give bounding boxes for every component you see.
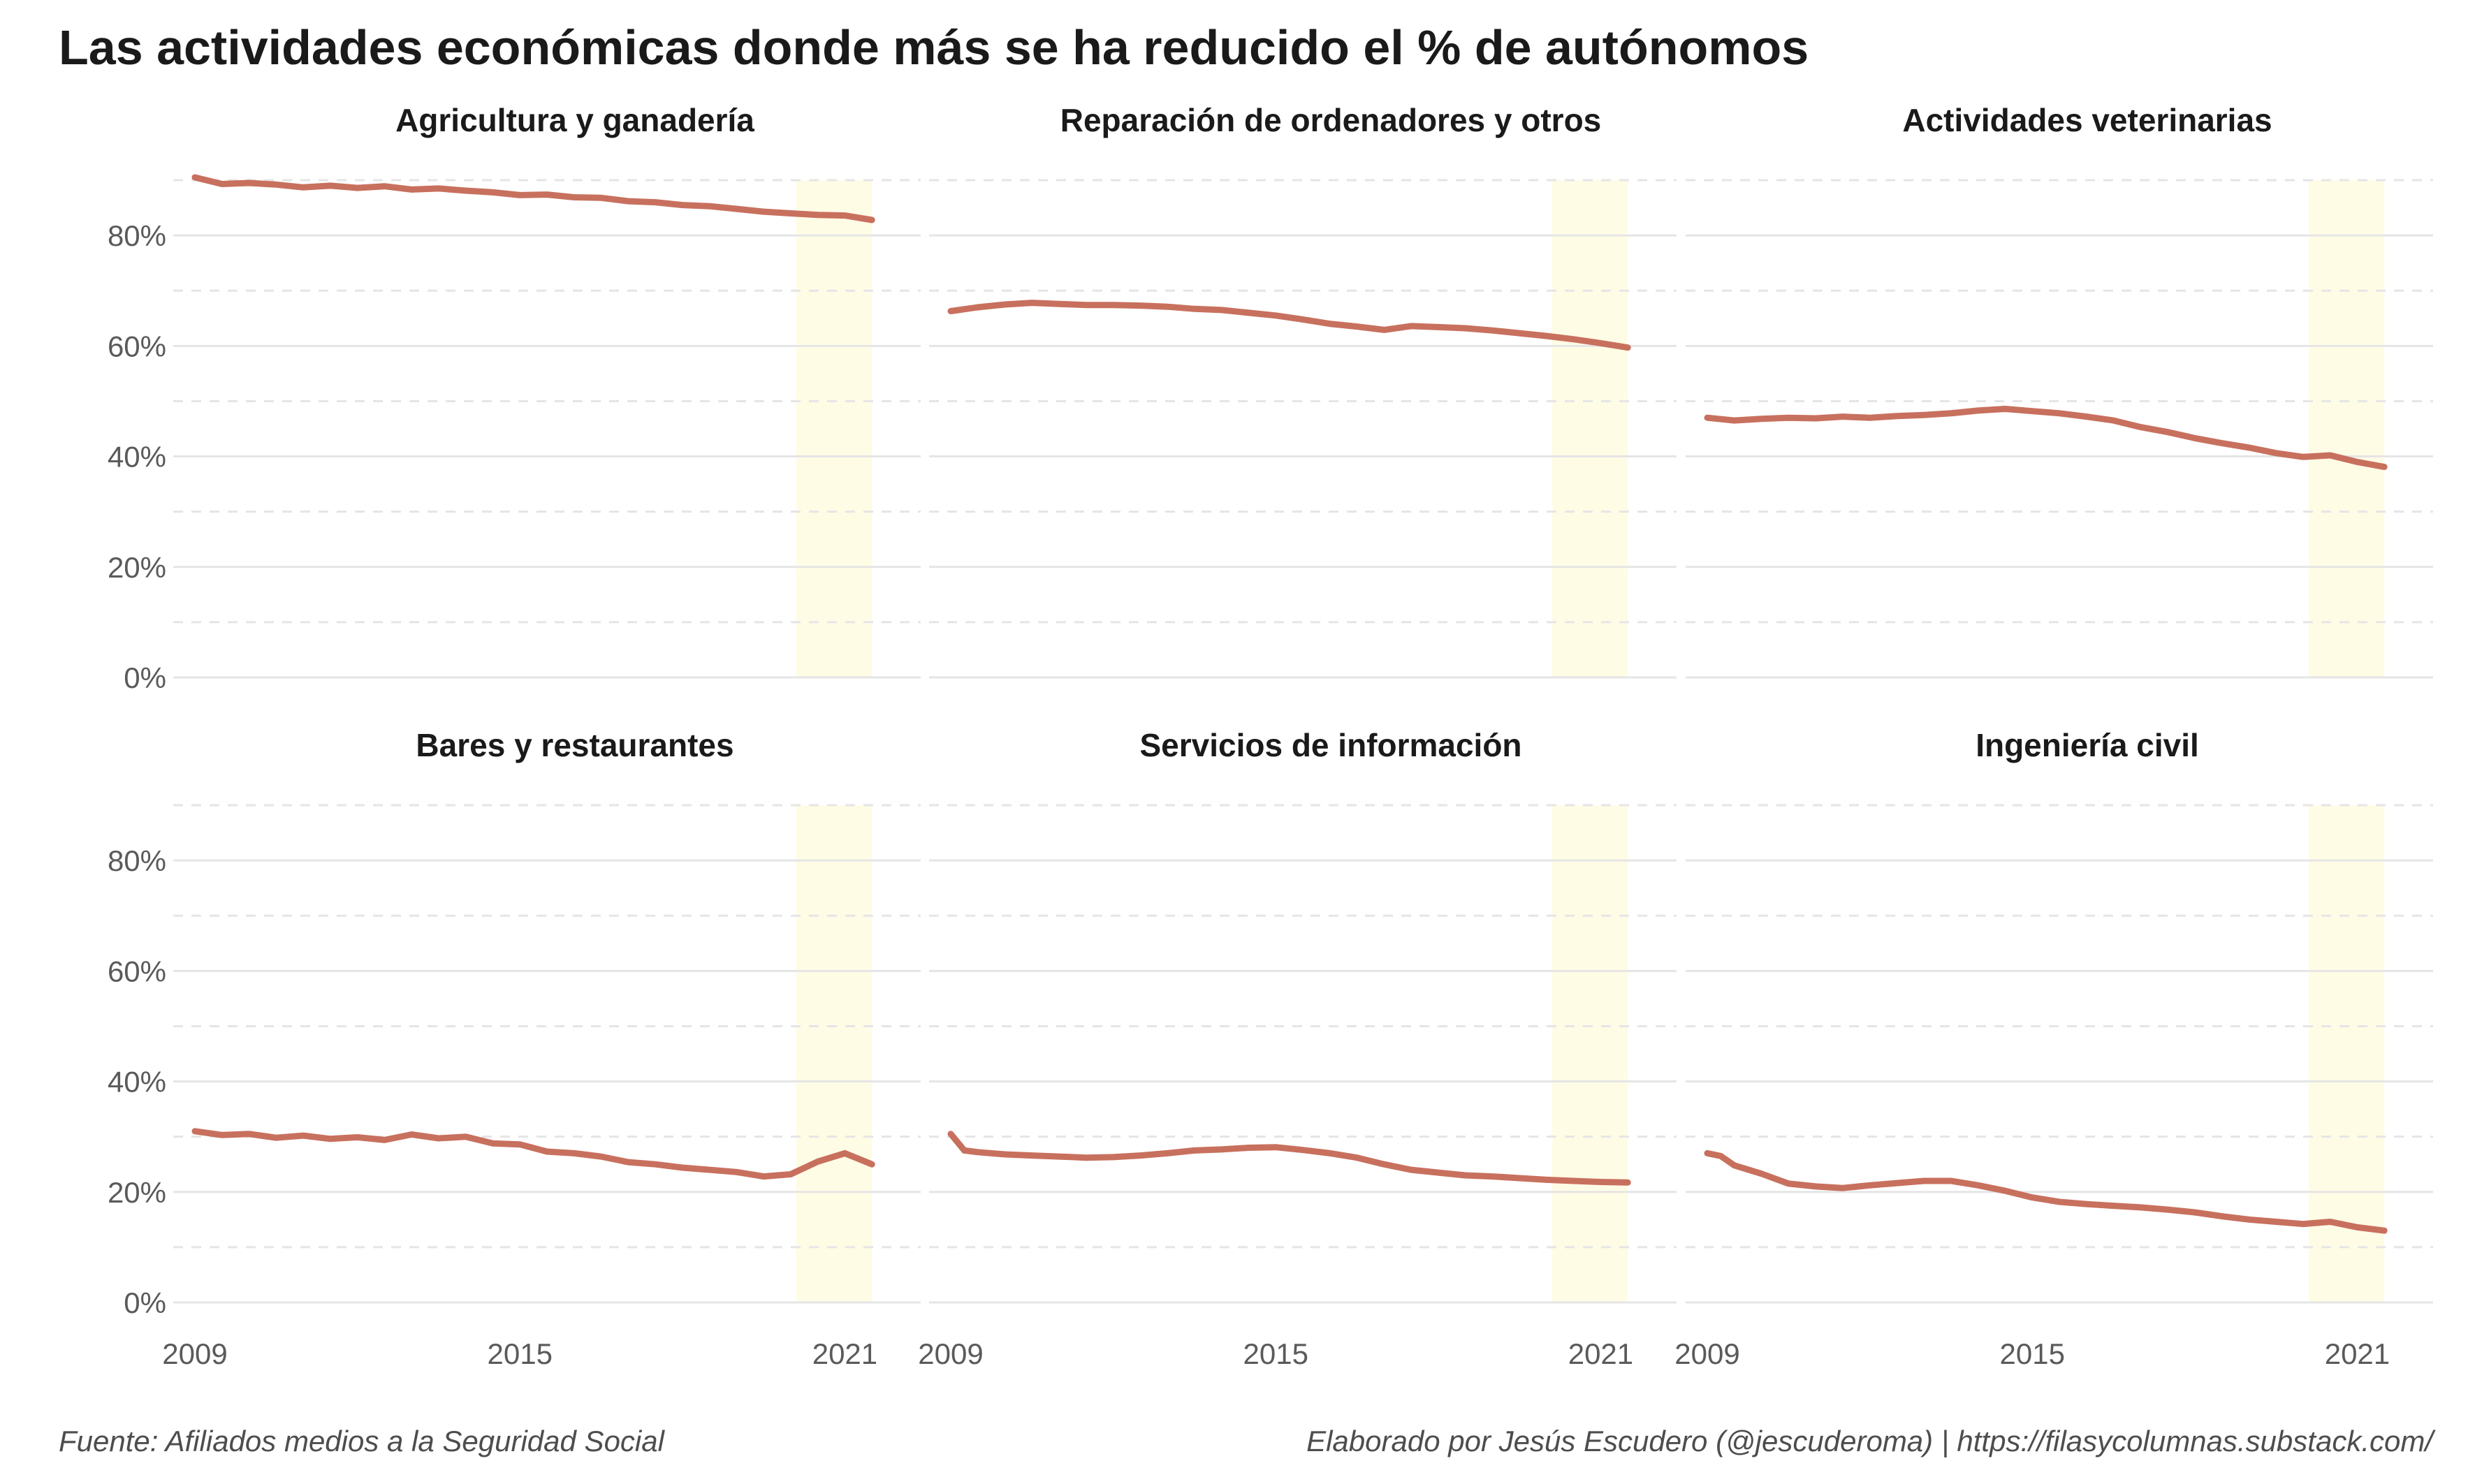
facet-title: Actividades veterinarias [1902, 102, 2272, 138]
x-tick-label: 2015 [1243, 1337, 1308, 1370]
x-tick-label: 2009 [918, 1337, 983, 1370]
y-tick-label: 40% [108, 1066, 166, 1099]
x-tick-label: 2009 [1674, 1337, 1739, 1370]
facet-title: Servicios de información [1139, 727, 1521, 763]
highlight-band [796, 805, 873, 1302]
y-tick-label: 60% [108, 330, 166, 362]
x-tick-label: 2021 [1568, 1337, 1633, 1370]
y-tick-label: 60% [108, 955, 166, 987]
x-tick-label: 2015 [488, 1337, 553, 1370]
y-tick-label: 0% [124, 661, 166, 694]
highlight-band [2309, 180, 2385, 677]
facet-panel: Servicios de información 2009 2015 2021 [918, 727, 1677, 1370]
facet-panel: Reparación de ordenadores y otros [929, 102, 1677, 677]
highlight-band [1552, 180, 1628, 677]
facet-title: Reparación de ordenadores y otros [1060, 102, 1602, 138]
facet-panel: Actividades veterinarias [1686, 102, 2433, 677]
facet-panel: Bares y restaurantes 0% 20% 40% 60% 80% 2009 20… [108, 727, 921, 1370]
facet-panel: Agricultura y ganadería 0% 20% 40% 60% 80% [108, 102, 921, 694]
facet-title: Agricultura y ganadería [395, 102, 754, 138]
y-tick-label: 80% [108, 844, 166, 877]
facet-title: Ingeniería civil [1976, 727, 2199, 763]
highlight-band [1552, 805, 1628, 1302]
author-caption: Elaborado por Jesús Escudero (@jescudero… [1306, 1425, 2433, 1458]
series-line [195, 177, 872, 220]
y-tick-label: 80% [108, 219, 166, 252]
y-tick-label: 0% [124, 1286, 166, 1319]
series-line [951, 1134, 1628, 1183]
facet-title: Bares y restaurantes [416, 727, 733, 763]
x-tick-label: 2015 [2000, 1337, 2065, 1370]
x-tick-label: 2021 [2325, 1337, 2390, 1370]
y-tick-label: 40% [108, 441, 166, 473]
highlight-band [796, 180, 873, 677]
x-tick-label: 2021 [812, 1337, 877, 1370]
series-line [951, 303, 1628, 348]
source-caption: Fuente: Afiliados medios a la Seguridad … [59, 1425, 664, 1458]
x-tick-label: 2009 [162, 1337, 227, 1370]
facet-panel: Ingeniería civil 2009 2015 2021 [1674, 727, 2433, 1370]
series-line [195, 1131, 872, 1177]
y-tick-label: 20% [108, 551, 166, 584]
y-tick-label: 20% [108, 1176, 166, 1209]
series-line [1707, 409, 2384, 467]
